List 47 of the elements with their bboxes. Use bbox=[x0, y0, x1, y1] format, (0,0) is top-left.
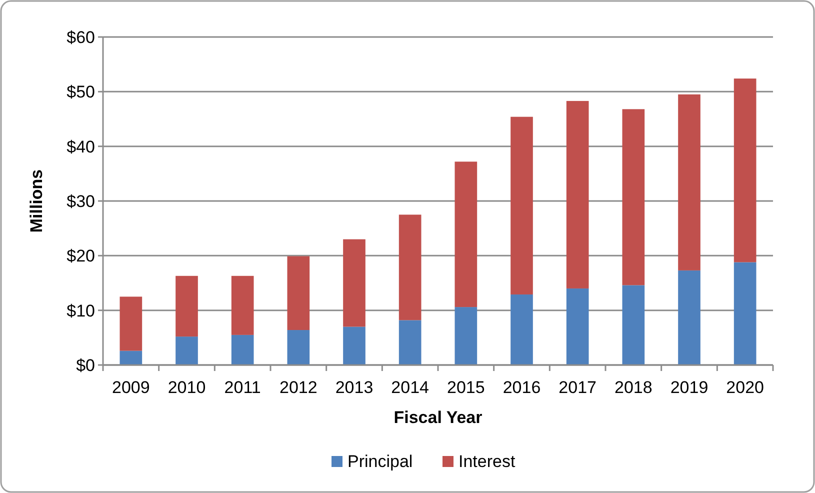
bar bbox=[734, 78, 756, 262]
bar bbox=[343, 239, 366, 327]
y-axis-title: Millions bbox=[27, 169, 46, 233]
x-tick-label: 2017 bbox=[558, 378, 596, 397]
bar bbox=[287, 330, 310, 365]
x-tick-label: 2016 bbox=[502, 378, 541, 397]
bar bbox=[678, 270, 700, 365]
bar bbox=[566, 100, 589, 288]
bar bbox=[398, 214, 422, 320]
y-tick-label: $40 bbox=[66, 137, 95, 156]
bar bbox=[622, 109, 645, 286]
bar bbox=[398, 320, 422, 365]
x-tick-label: 2013 bbox=[335, 378, 374, 397]
bar bbox=[678, 94, 700, 270]
x-tick-label: 2020 bbox=[726, 378, 764, 397]
y-tick-label: $0 bbox=[76, 356, 95, 375]
bar bbox=[510, 116, 533, 294]
x-axis-title: Fiscal Year bbox=[394, 408, 483, 427]
bar bbox=[231, 334, 254, 365]
bar bbox=[510, 294, 533, 365]
y-tick-label: $10 bbox=[66, 301, 95, 320]
x-tick-label: 2019 bbox=[670, 378, 708, 397]
bar bbox=[231, 276, 254, 335]
bar bbox=[454, 307, 478, 365]
bar bbox=[176, 336, 198, 365]
x-tick-label: 2012 bbox=[280, 378, 318, 397]
x-tick-label: 2014 bbox=[391, 378, 429, 397]
bar bbox=[734, 262, 756, 365]
x-tick-label: 2011 bbox=[224, 378, 261, 397]
bar bbox=[120, 296, 142, 351]
x-tick-label: 2015 bbox=[447, 378, 485, 397]
bar bbox=[454, 162, 478, 308]
bar bbox=[120, 350, 142, 365]
bar bbox=[343, 326, 366, 365]
x-tick-label: 2018 bbox=[614, 378, 652, 397]
y-tick-label: $30 bbox=[66, 192, 95, 211]
bar bbox=[566, 288, 589, 365]
x-tick-label: 2009 bbox=[112, 378, 150, 397]
bar bbox=[176, 276, 198, 337]
bar bbox=[622, 285, 645, 365]
legend-label: Principal bbox=[348, 452, 413, 471]
x-tick-label: 2010 bbox=[168, 378, 206, 397]
y-tick-label: $60 bbox=[66, 28, 95, 47]
y-tick-label: $50 bbox=[66, 82, 95, 102]
y-tick-label: $20 bbox=[66, 246, 95, 266]
legend-label: Interest bbox=[458, 452, 516, 471]
bar bbox=[287, 256, 310, 330]
